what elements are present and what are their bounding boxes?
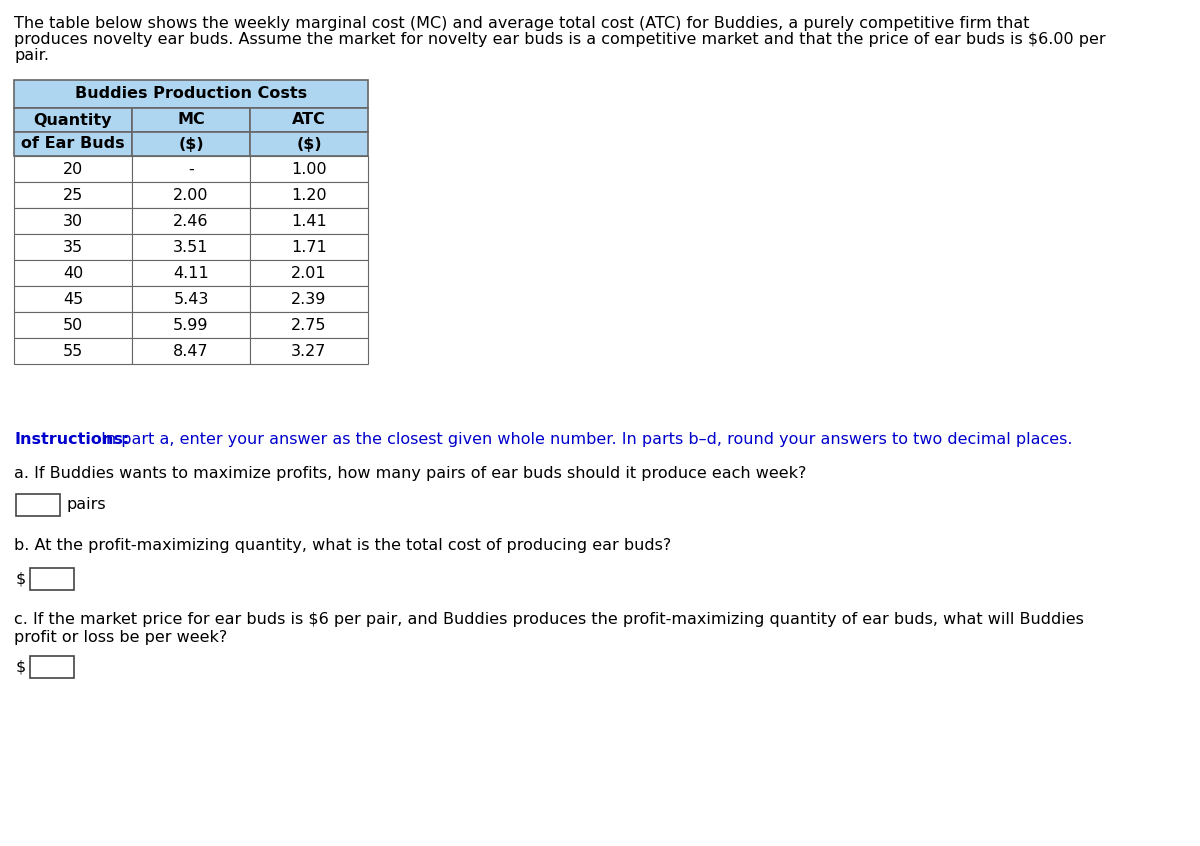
Bar bbox=[30, 568, 74, 590]
Bar bbox=[14, 80, 368, 108]
Text: 50: 50 bbox=[62, 317, 83, 332]
Text: c. If the market price for ear buds is $6 per pair, and Buddies produces the pro: c. If the market price for ear buds is $… bbox=[14, 612, 1084, 627]
Bar bbox=[250, 234, 368, 260]
Text: In part a, enter your answer as the closest given whole number. In parts b–d, ro: In part a, enter your answer as the clos… bbox=[96, 432, 1073, 447]
Bar bbox=[250, 312, 368, 338]
Bar bbox=[250, 208, 368, 234]
Bar bbox=[132, 156, 250, 182]
Text: 2.39: 2.39 bbox=[292, 292, 326, 306]
Bar bbox=[250, 286, 368, 312]
Bar bbox=[14, 338, 132, 364]
Text: 2.75: 2.75 bbox=[292, 317, 326, 332]
Bar bbox=[14, 286, 132, 312]
Text: 1.41: 1.41 bbox=[292, 213, 326, 228]
Text: b. At the profit-maximizing quantity, what is the total cost of producing ear bu: b. At the profit-maximizing quantity, wh… bbox=[14, 538, 671, 553]
Text: profit or loss be per week?: profit or loss be per week? bbox=[14, 630, 227, 645]
Text: 35: 35 bbox=[62, 239, 83, 255]
Text: Instructions:: Instructions: bbox=[14, 432, 130, 447]
Text: 55: 55 bbox=[62, 343, 83, 359]
Bar bbox=[132, 108, 250, 132]
Text: ($): ($) bbox=[178, 136, 204, 151]
Text: $: $ bbox=[16, 572, 26, 586]
Bar bbox=[250, 156, 368, 182]
Text: 2.01: 2.01 bbox=[292, 266, 326, 281]
Text: 45: 45 bbox=[62, 292, 83, 306]
Bar bbox=[250, 132, 368, 156]
Bar bbox=[14, 234, 132, 260]
Text: 30: 30 bbox=[62, 213, 83, 228]
Bar bbox=[14, 156, 132, 182]
Text: $: $ bbox=[16, 660, 26, 674]
Bar bbox=[132, 338, 250, 364]
Bar bbox=[132, 312, 250, 338]
Text: 8.47: 8.47 bbox=[173, 343, 209, 359]
Bar bbox=[250, 108, 368, 132]
Bar bbox=[132, 132, 250, 156]
Bar bbox=[30, 656, 74, 678]
Bar bbox=[250, 260, 368, 286]
Text: 1.00: 1.00 bbox=[292, 162, 326, 177]
Bar bbox=[16, 494, 60, 516]
Text: 1.71: 1.71 bbox=[292, 239, 326, 255]
Text: 5.43: 5.43 bbox=[173, 292, 209, 306]
Bar bbox=[14, 182, 132, 208]
Bar bbox=[14, 132, 132, 156]
Text: MC: MC bbox=[178, 113, 205, 128]
Bar bbox=[132, 208, 250, 234]
Text: Buddies Production Costs: Buddies Production Costs bbox=[74, 86, 307, 102]
Text: of Ear Buds: of Ear Buds bbox=[22, 136, 125, 151]
Text: 40: 40 bbox=[62, 266, 83, 281]
Text: pair.: pair. bbox=[14, 48, 49, 63]
Bar bbox=[132, 260, 250, 286]
Bar bbox=[250, 338, 368, 364]
Text: 2.00: 2.00 bbox=[173, 188, 209, 202]
Text: produces novelty ear buds. Assume the market for novelty ear buds is a competiti: produces novelty ear buds. Assume the ma… bbox=[14, 32, 1105, 47]
Bar bbox=[14, 312, 132, 338]
Bar bbox=[14, 108, 132, 132]
Text: 20: 20 bbox=[62, 162, 83, 177]
Text: 1.20: 1.20 bbox=[292, 188, 326, 202]
Text: The table below shows the weekly marginal cost (MC) and average total cost (ATC): The table below shows the weekly margina… bbox=[14, 16, 1030, 31]
Bar bbox=[14, 208, 132, 234]
Text: -: - bbox=[188, 162, 194, 177]
Text: 5.99: 5.99 bbox=[173, 317, 209, 332]
Text: a. If Buddies wants to maximize profits, how many pairs of ear buds should it pr: a. If Buddies wants to maximize profits,… bbox=[14, 466, 806, 481]
Text: pairs: pairs bbox=[67, 497, 107, 513]
Bar bbox=[14, 260, 132, 286]
Bar bbox=[132, 234, 250, 260]
Text: 3.27: 3.27 bbox=[292, 343, 326, 359]
Text: 3.51: 3.51 bbox=[173, 239, 209, 255]
Text: 4.11: 4.11 bbox=[173, 266, 209, 281]
Text: ATC: ATC bbox=[292, 113, 326, 128]
Text: ($): ($) bbox=[296, 136, 322, 151]
Text: 2.46: 2.46 bbox=[173, 213, 209, 228]
Bar bbox=[132, 182, 250, 208]
Text: 25: 25 bbox=[62, 188, 83, 202]
Text: Quantity: Quantity bbox=[34, 113, 113, 128]
Bar bbox=[250, 182, 368, 208]
Bar bbox=[132, 286, 250, 312]
